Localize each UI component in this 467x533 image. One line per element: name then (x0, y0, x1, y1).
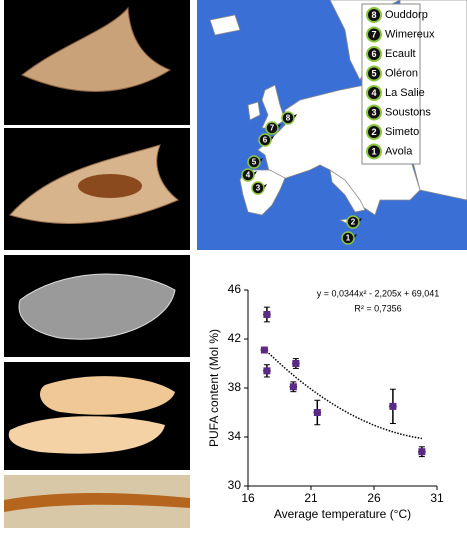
legend-number: 5 (371, 68, 376, 78)
legend-label: Ouddorp (385, 9, 428, 21)
legend-label: Avola (385, 145, 413, 157)
italy (329, 169, 366, 213)
point (260, 346, 268, 354)
site-badge (346, 215, 360, 229)
legend-number: 8 (371, 10, 376, 20)
x-axis-label: Average temperature (°C) (274, 507, 411, 521)
point (263, 311, 271, 318)
site-badge (281, 111, 295, 125)
legend-badge (366, 85, 382, 101)
ireland (247, 101, 261, 121)
legend-badge (366, 26, 382, 43)
legend-label: Simeto (385, 126, 419, 138)
legend-number: 1 (371, 146, 376, 156)
site-number: 8 (286, 114, 291, 123)
legend-number: 4 (371, 88, 376, 98)
legend-badge (366, 7, 382, 23)
legend-number: 7 (371, 29, 376, 39)
trend-r2: R² = 0,7356 (354, 303, 401, 313)
trend-equation: y = 0,0344x² - 2,205x + 69,041 (317, 288, 440, 298)
legend-label: Oléron (385, 67, 418, 79)
trendline (263, 348, 423, 440)
legend-label: Wimereux (385, 28, 435, 40)
legend-badge (366, 124, 382, 140)
point (263, 367, 271, 375)
legend-entries: 8 Ouddorp 7 Wimereux 6 Ecault 5 Oléron 4 La Salie… (366, 7, 435, 160)
sem-seed (18, 273, 176, 340)
site-badge (251, 181, 265, 195)
legend-number: 2 (371, 127, 376, 137)
cell-layer (4, 493, 190, 512)
y-tick-label: 46 (228, 282, 242, 296)
legend-badge (366, 104, 382, 121)
photo-panels (4, 0, 190, 528)
legend-number: 3 (371, 107, 376, 117)
site-number: 6 (263, 136, 268, 145)
point (292, 360, 300, 367)
seed-1 (40, 376, 175, 415)
x-tick-label: 21 (304, 491, 318, 505)
site-number: 2 (351, 218, 356, 227)
legend-label: La Salie (385, 87, 425, 99)
site-number: 1 (346, 234, 351, 243)
iceland (209, 14, 241, 36)
site-number: 5 (252, 158, 257, 167)
fruit-shape (21, 6, 172, 92)
legend-number: 6 (371, 49, 376, 59)
point (289, 383, 297, 391)
legend-label: Ecault (385, 48, 416, 60)
site-badge (265, 121, 279, 135)
point (313, 409, 321, 416)
site-badge (241, 168, 255, 182)
legend-badge (366, 143, 382, 160)
site-badge (247, 155, 261, 169)
site-number: 3 (256, 184, 261, 193)
site-markers: 8 76 543 21 (241, 111, 362, 245)
legend-badge (366, 65, 382, 82)
seed-inside (78, 174, 142, 198)
legend-label: Soustons (385, 106, 431, 118)
point (418, 448, 426, 456)
chart: 30 34 38 42 46 16 21 26 31 Average temperature (°… (207, 282, 444, 521)
y-tick-label: 38 (228, 380, 242, 394)
x-tick-label: 26 (367, 491, 381, 505)
site-badge (341, 231, 355, 245)
y-axis-label: PUFA content (Mol %) (207, 329, 221, 447)
site-badge (258, 133, 272, 147)
site-number: 7 (270, 124, 275, 133)
legend-badge (366, 46, 382, 62)
y-tick-label: 30 (228, 478, 242, 492)
x-tick-label: 31 (430, 491, 444, 505)
point (389, 402, 397, 410)
site-number: 4 (246, 171, 251, 180)
seed-2 (8, 416, 165, 454)
y-tick-label: 42 (228, 331, 242, 345)
y-tick-label: 34 (228, 429, 242, 443)
x-tick-label: 16 (241, 491, 255, 505)
